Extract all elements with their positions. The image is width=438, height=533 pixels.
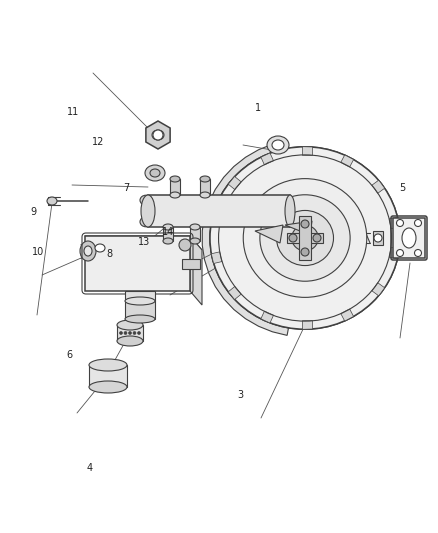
Polygon shape xyxy=(211,213,222,224)
Circle shape xyxy=(396,220,403,227)
Circle shape xyxy=(124,332,127,335)
Bar xyxy=(373,231,383,245)
Bar xyxy=(200,179,210,195)
Ellipse shape xyxy=(80,241,96,261)
Circle shape xyxy=(133,332,136,335)
Ellipse shape xyxy=(163,238,173,244)
Ellipse shape xyxy=(285,195,295,227)
Polygon shape xyxy=(190,236,202,305)
Circle shape xyxy=(179,239,191,251)
Bar xyxy=(89,365,127,387)
Polygon shape xyxy=(285,221,312,235)
Text: 14: 14 xyxy=(162,227,174,237)
Ellipse shape xyxy=(141,195,155,227)
Text: 11: 11 xyxy=(67,107,79,117)
Text: 1: 1 xyxy=(255,103,261,113)
Ellipse shape xyxy=(89,381,127,393)
Ellipse shape xyxy=(272,140,284,150)
Ellipse shape xyxy=(140,195,152,205)
Ellipse shape xyxy=(200,192,210,198)
Text: 6: 6 xyxy=(66,350,72,360)
Ellipse shape xyxy=(210,147,400,329)
Bar xyxy=(125,301,155,319)
Ellipse shape xyxy=(140,217,152,227)
Ellipse shape xyxy=(402,228,416,248)
Circle shape xyxy=(313,234,321,242)
Circle shape xyxy=(138,332,141,335)
Ellipse shape xyxy=(200,176,210,182)
Polygon shape xyxy=(211,252,222,263)
Ellipse shape xyxy=(125,297,155,305)
Ellipse shape xyxy=(292,225,318,251)
Circle shape xyxy=(120,332,123,335)
Polygon shape xyxy=(341,155,353,167)
Text: 4: 4 xyxy=(87,463,93,473)
Circle shape xyxy=(128,332,131,335)
Bar xyxy=(148,195,290,227)
Polygon shape xyxy=(302,147,313,156)
Circle shape xyxy=(414,249,421,256)
Circle shape xyxy=(153,130,163,140)
Circle shape xyxy=(396,249,403,256)
Ellipse shape xyxy=(84,246,92,256)
Polygon shape xyxy=(261,153,274,165)
Polygon shape xyxy=(85,236,202,250)
Circle shape xyxy=(374,234,382,242)
Text: 10: 10 xyxy=(32,247,44,257)
Bar xyxy=(182,259,200,269)
Text: 12: 12 xyxy=(92,137,104,147)
Circle shape xyxy=(414,220,421,227)
Ellipse shape xyxy=(210,147,400,329)
Ellipse shape xyxy=(267,136,289,154)
Polygon shape xyxy=(389,217,399,229)
Polygon shape xyxy=(255,225,283,243)
Circle shape xyxy=(289,234,297,242)
Ellipse shape xyxy=(243,179,367,297)
Ellipse shape xyxy=(152,130,164,140)
Bar xyxy=(117,325,143,341)
Ellipse shape xyxy=(47,197,57,205)
Ellipse shape xyxy=(170,176,180,182)
Circle shape xyxy=(301,220,309,228)
Ellipse shape xyxy=(89,359,127,371)
Polygon shape xyxy=(228,286,241,300)
Text: 13: 13 xyxy=(138,237,150,247)
Ellipse shape xyxy=(190,238,200,244)
Text: 8: 8 xyxy=(106,249,112,259)
Text: 3: 3 xyxy=(237,390,243,400)
Bar xyxy=(170,179,180,195)
Ellipse shape xyxy=(260,195,350,281)
Text: 5: 5 xyxy=(399,183,405,193)
Bar xyxy=(163,227,173,241)
Ellipse shape xyxy=(170,192,180,198)
Polygon shape xyxy=(146,121,170,149)
Bar xyxy=(85,236,190,291)
Text: 7: 7 xyxy=(123,183,129,193)
Polygon shape xyxy=(228,176,241,190)
Ellipse shape xyxy=(150,169,160,177)
Polygon shape xyxy=(372,180,385,193)
Polygon shape xyxy=(372,282,385,296)
Bar xyxy=(125,291,155,301)
Bar xyxy=(287,233,323,243)
Polygon shape xyxy=(302,320,313,329)
Ellipse shape xyxy=(117,320,143,330)
Bar xyxy=(299,216,311,260)
Ellipse shape xyxy=(95,244,105,252)
Ellipse shape xyxy=(145,165,165,181)
Ellipse shape xyxy=(298,231,312,245)
Ellipse shape xyxy=(276,211,333,265)
Text: 9: 9 xyxy=(30,207,36,217)
Ellipse shape xyxy=(163,224,173,230)
Ellipse shape xyxy=(190,224,200,230)
Bar xyxy=(393,218,425,258)
Ellipse shape xyxy=(117,336,143,346)
Bar xyxy=(190,227,200,241)
Polygon shape xyxy=(389,247,399,259)
Circle shape xyxy=(301,248,309,256)
Polygon shape xyxy=(261,311,274,323)
Polygon shape xyxy=(341,309,353,321)
Polygon shape xyxy=(202,141,289,335)
Ellipse shape xyxy=(125,315,155,323)
